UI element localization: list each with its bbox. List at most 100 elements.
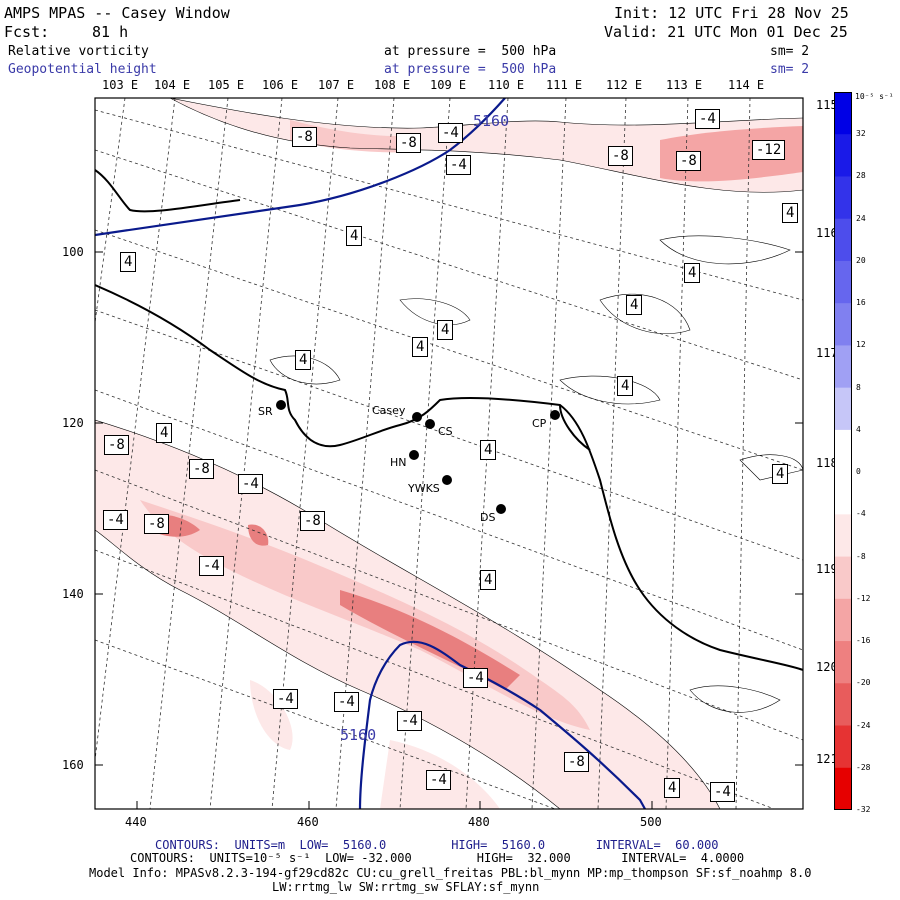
vorticity-shading (340, 590, 520, 690)
vorticity-value-box: 4 (617, 376, 634, 396)
colorbar-tick-label: 28 (856, 171, 866, 181)
lon-label: 105 E (208, 78, 245, 92)
colorbar-swatch (834, 598, 852, 642)
vorticity-value-box: -4 (710, 782, 735, 802)
colorbar-swatch (834, 725, 852, 769)
vorticity-value-box: -8 (104, 435, 129, 455)
model-info: Model Info: MPASv8.2.3-194-gf29cd82c CU:… (89, 866, 812, 880)
colorbar-tick-label: -24 (856, 720, 871, 730)
forecast-hour: 81 h (92, 23, 129, 41)
y-tick-label: 160 (62, 758, 84, 772)
vorticity-value-box: 4 (156, 423, 173, 443)
field2-smoothing: sm= 2 (770, 62, 810, 77)
colorbar-swatch (834, 387, 852, 431)
field1-name: Relative vorticity (8, 44, 149, 59)
vorticity-value-box: -4 (334, 692, 359, 712)
stations (276, 400, 560, 514)
colorbar-swatch (834, 134, 852, 177)
lon-label: 106 E (262, 78, 299, 92)
colorbar-tick-label: -16 (856, 636, 871, 646)
field1-pressure: at pressure = 500 hPa (384, 44, 557, 59)
vorticity-shading (290, 120, 420, 153)
station-dot (412, 412, 422, 422)
station-dot (496, 504, 506, 514)
x-tick-label: 440 (125, 815, 147, 829)
vorticity-value-box: -4 (463, 668, 488, 688)
vorticity-value-box: -8 (300, 511, 325, 531)
colorbar-tick-label: -32 (856, 805, 871, 814)
station-label: SR (258, 405, 273, 418)
field2-pressure: at pressure = 500 hPa (384, 62, 557, 77)
height-contour-info: CONTOURS: UNITS=m LOW= 5160.0 HIGH= 5160… (155, 838, 719, 852)
vorticity-value-box: -8 (608, 146, 633, 166)
lon-label: 104 E (154, 78, 191, 92)
height-label: 5160 (340, 726, 377, 744)
vorticity-value-box: -8 (396, 133, 421, 153)
colorbar (834, 92, 852, 810)
vorticity-value-box: 4 (664, 778, 681, 798)
forecast-label: Fcst: (4, 23, 50, 41)
vorticity-shading (170, 98, 803, 193)
x-tick-label: 480 (468, 815, 490, 829)
station-label: YWKS (408, 482, 440, 495)
vorticity-value-box: -4 (695, 109, 720, 129)
vorticity-contour-info: CONTOURS: UNITS=10⁻⁵ s⁻¹ LOW= -32.000 HI… (130, 851, 745, 865)
vorticity-value-box: -4 (199, 556, 224, 576)
init-time: Init: 12 UTC Fri 28 Nov 25 (614, 4, 849, 22)
lon-label: 114 E (728, 78, 765, 92)
map-border (94, 97, 804, 810)
station-dot (425, 419, 435, 429)
colorbar-tick-label: -28 (856, 762, 871, 772)
vorticity-value-box: 4 (684, 263, 701, 283)
station-dot (409, 450, 419, 460)
station-label: Casey (372, 404, 406, 417)
station-label: DS (480, 511, 496, 524)
field2-name: Geopotential height (8, 62, 157, 77)
colorbar-unit: 10⁻⁵ s⁻¹ (855, 92, 894, 101)
colorbar-swatch (834, 176, 852, 220)
vorticity-value-box: -4 (438, 123, 463, 143)
vorticity-value-box: 4 (120, 252, 137, 272)
colorbar-tick-label: 4 (856, 424, 861, 434)
field1-smoothing: sm= 2 (770, 44, 810, 59)
vorticity-value-box: -8 (676, 151, 701, 171)
colorbar-tick-label: 12 (856, 340, 866, 350)
colorbar-tick-label: -4 (856, 509, 866, 519)
colorbar-swatch (834, 641, 852, 684)
vorticity-value-box: -4 (238, 474, 263, 494)
y-tick-label: 120 (62, 416, 84, 430)
colorbar-swatch (834, 767, 852, 810)
colorbar-swatch (834, 429, 852, 473)
station-dot (550, 410, 560, 420)
colorbar-swatch (834, 260, 852, 304)
vorticity-value-box: 4 (782, 203, 799, 223)
colorbar-tick-label: 8 (856, 382, 861, 392)
colorbar-tick-label: 0 (856, 467, 861, 477)
vorticity-value-box: -4 (273, 689, 298, 709)
station-label: HN (390, 456, 407, 469)
vorticity-value-box: 4 (346, 226, 363, 246)
station-dot (276, 400, 286, 410)
colorbar-swatch (834, 218, 852, 262)
valid-time: Valid: 21 UTC Mon 01 Dec 25 (604, 23, 848, 41)
colorbar-tick-label: 24 (856, 213, 866, 223)
lon-label: 107 E (318, 78, 355, 92)
vorticity-value-box: -8 (189, 459, 214, 479)
colorbar-swatch (834, 92, 852, 135)
station-dot (442, 475, 452, 485)
vorticity-value-box: -12 (752, 140, 786, 160)
y-tick-label: 140 (62, 587, 84, 601)
colorbar-swatch (834, 556, 852, 600)
vorticity-shading (248, 524, 269, 546)
x-tick-label: 460 (297, 815, 319, 829)
height-label: 5160 (473, 112, 510, 130)
vorticity-value-box: -4 (446, 155, 471, 175)
vorticity-value-box: 4 (772, 464, 789, 484)
lon-label: 112 E (606, 78, 643, 92)
y-tick-label: 100 (62, 245, 84, 259)
vorticity-value-box: -8 (292, 127, 317, 147)
colorbar-swatch (834, 683, 852, 727)
colorbar-tick-label: 16 (856, 298, 866, 308)
colorbar-tick-label: -20 (856, 678, 871, 688)
vorticity-value-box: 4 (480, 440, 497, 460)
